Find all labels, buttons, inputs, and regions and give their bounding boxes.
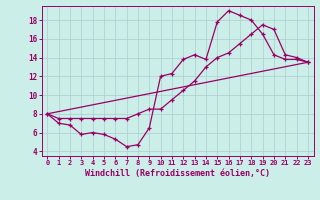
X-axis label: Windchill (Refroidissement éolien,°C): Windchill (Refroidissement éolien,°C) <box>85 169 270 178</box>
